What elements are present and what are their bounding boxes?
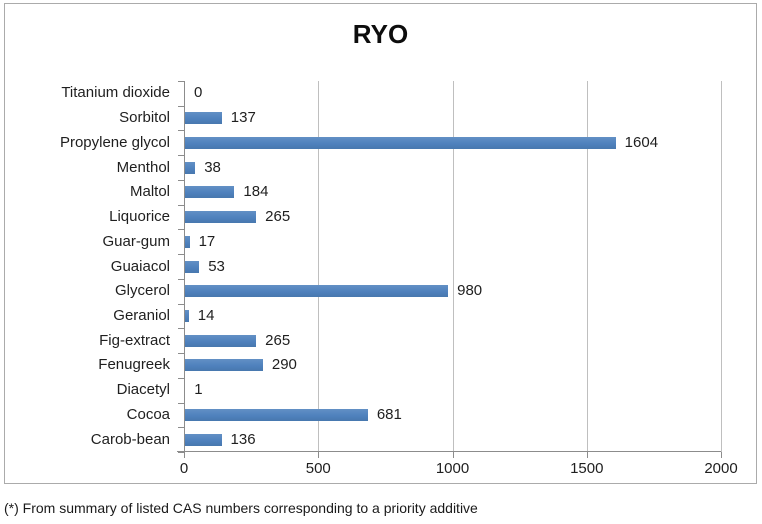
value-label: 1604 <box>624 133 659 151</box>
category-label: Sorbitol <box>119 109 170 127</box>
y-axis-tick <box>178 130 184 132</box>
bar <box>185 136 616 149</box>
category-label: Glycerol <box>114 282 170 300</box>
y-axis-line <box>184 81 185 458</box>
gridline <box>721 81 722 452</box>
bar <box>185 112 222 125</box>
plot-area: Titanium dioxide 0 Sorbitol 137 Propylene gl… <box>60 81 722 458</box>
x-tick-label: 1500 <box>570 460 604 477</box>
x-axis-line <box>177 451 721 452</box>
y-axis-tick <box>178 204 184 206</box>
y-axis-tick <box>178 278 184 280</box>
bar <box>185 359 263 372</box>
y-axis-tick <box>178 81 184 82</box>
y-axis-tick <box>178 402 184 404</box>
x-axis: 0 500 1000 1500 2000 <box>180 460 738 480</box>
x-tick-label: 1000 <box>435 460 470 477</box>
gridline <box>318 81 320 452</box>
y-axis-tick <box>178 303 184 305</box>
category-label: Fig-extract <box>99 331 170 349</box>
value-label: 137 <box>230 109 256 127</box>
value-label: 14 <box>197 306 215 324</box>
bar <box>185 235 190 248</box>
category-label: Diacetyl <box>116 381 170 399</box>
category-label: Cocoa <box>126 405 170 423</box>
bar <box>185 285 449 298</box>
category-label: Propylene glycol <box>59 133 170 151</box>
chart-footnote: (*) From summary of listed CAS numbers c… <box>4 500 478 516</box>
y-axis-tick <box>178 427 184 429</box>
value-label: 681 <box>376 405 402 423</box>
y-axis-tick <box>178 328 184 330</box>
gridline <box>586 81 588 452</box>
value-label: 184 <box>243 183 269 201</box>
bar <box>185 161 196 174</box>
x-tick-label: 2000 <box>704 460 738 477</box>
value-label: 38 <box>204 158 221 176</box>
bar <box>185 260 200 273</box>
value-label: 265 <box>265 208 291 226</box>
y-axis-tick <box>178 377 184 379</box>
value-label: 53 <box>208 257 225 275</box>
category-label: Liquorice <box>109 208 170 226</box>
x-tick-label: 500 <box>305 460 331 477</box>
x-tick-label: 0 <box>179 460 189 477</box>
y-axis-tick <box>178 353 184 355</box>
bar <box>185 186 235 199</box>
category-label: Fenugreek <box>98 356 170 374</box>
bar <box>185 408 368 421</box>
bar <box>185 334 257 347</box>
gridline <box>452 81 454 452</box>
category-label: Guar-gum <box>102 232 170 250</box>
category-label: Carob-bean <box>90 430 170 448</box>
y-axis-tick <box>178 179 184 181</box>
y-axis-tick <box>178 452 184 453</box>
value-label: 17 <box>198 232 216 250</box>
x-axis-tick <box>318 452 320 458</box>
value-label: 1 <box>194 381 203 399</box>
value-label: 980 <box>457 282 483 300</box>
category-label: Titanium dioxide <box>61 84 170 102</box>
chart-frame: RYO Titanium dioxide 0 Sorbitol 137 Propylen… <box>4 3 757 484</box>
y-axis-tick <box>178 229 184 231</box>
chart-title: RYO <box>352 19 409 49</box>
category-label: Geraniol <box>113 306 170 324</box>
x-axis-tick <box>586 452 588 458</box>
x-axis-tick <box>452 452 454 458</box>
y-axis-tick <box>178 155 184 157</box>
value-label: 136 <box>230 430 256 448</box>
bar <box>185 433 222 446</box>
category-label: Maltol <box>129 183 170 201</box>
value-label: 290 <box>271 356 297 374</box>
y-axis-tick <box>178 105 184 107</box>
value-label: 265 <box>265 331 291 349</box>
bar <box>185 309 189 322</box>
bar <box>185 211 257 224</box>
y-axis-tick <box>178 254 184 256</box>
category-label: Menthol <box>116 158 170 176</box>
category-label: Guaiacol <box>110 257 170 275</box>
value-label: 0 <box>194 84 203 102</box>
x-axis-tick <box>721 452 722 458</box>
